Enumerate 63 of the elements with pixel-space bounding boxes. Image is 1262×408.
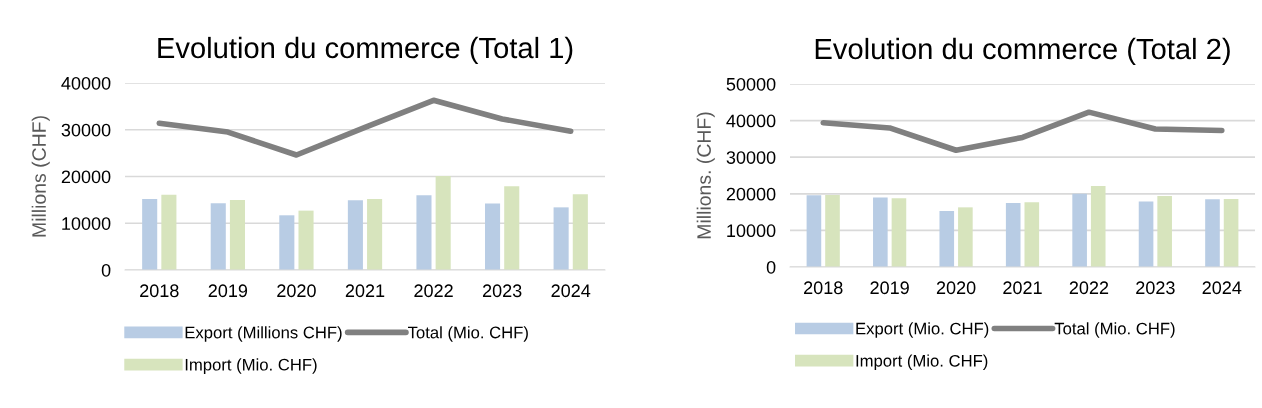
bar <box>1205 199 1220 267</box>
y-tick-label: 30000 <box>726 151 776 164</box>
y-tick-label: 0 <box>766 260 776 274</box>
bar <box>1005 202 1021 267</box>
bar <box>210 203 226 270</box>
x-tick-label: 2018 <box>804 281 843 295</box>
bar <box>825 194 840 267</box>
x-tick-label: 2018 <box>140 284 179 298</box>
legend-label: Export (Mio. CHF) <box>856 322 989 338</box>
chart-title: Evolution du commerce (Total 1) <box>158 36 573 65</box>
bar <box>161 194 177 270</box>
x-tick-label: 2023 <box>482 284 522 298</box>
y-tick-label: 50000 <box>726 77 776 91</box>
x-tick-label: 2024 <box>1202 281 1242 295</box>
bar <box>347 200 363 270</box>
bar <box>1072 193 1087 267</box>
bar <box>485 203 501 270</box>
bar <box>939 211 955 267</box>
bar <box>229 199 245 270</box>
bar <box>416 195 432 270</box>
bar <box>958 207 973 267</box>
x-tick-label: 2022 <box>1069 281 1109 295</box>
y-tick-label: 20000 <box>61 170 111 184</box>
bar <box>572 194 588 270</box>
y-tick-label: 10000 <box>62 217 111 230</box>
x-tick-label: 2019 <box>208 284 248 298</box>
x-tick-label: 2024 <box>551 284 591 298</box>
y-tick-label: 30000 <box>61 123 111 137</box>
y-tick-label: 10000 <box>727 224 776 238</box>
x-tick-label: 2022 <box>414 284 453 298</box>
legend-label: Total (Mio. CHF) <box>1054 322 1175 338</box>
bar <box>367 198 383 270</box>
y-tick-label: 20000 <box>726 187 776 201</box>
bar <box>873 197 888 267</box>
y-axis-title: Millions (CHF) <box>31 116 50 237</box>
chart-title: Evolution du commerce (Total 2) <box>815 37 1230 66</box>
y-tick-label: 0 <box>101 263 111 277</box>
bar <box>891 198 907 267</box>
bar <box>279 215 295 270</box>
x-tick-label: 2021 <box>1003 281 1042 295</box>
legend-label: Total (Mio. CHF) <box>408 326 528 342</box>
bar <box>142 198 158 270</box>
x-tick-label: 2020 <box>277 284 316 298</box>
legend-label: Import (Mio. CHF) <box>185 358 317 374</box>
x-tick-label: 2020 <box>936 281 976 295</box>
bar <box>1223 198 1239 267</box>
bar <box>806 195 822 267</box>
y-tick-label: 40000 <box>726 114 776 128</box>
bar <box>1138 201 1154 267</box>
legend-label: Import (Mio. CHF) <box>856 354 988 370</box>
y-tick-label: 40000 <box>61 76 111 90</box>
x-tick-label: 2019 <box>870 281 909 295</box>
bar <box>553 207 569 270</box>
y-axis-title: Millions. (CHF) <box>696 112 715 239</box>
legend-label: Export (Millions CHF) <box>185 326 342 342</box>
bar <box>298 210 314 270</box>
bar <box>435 176 451 270</box>
x-tick-label: 2021 <box>345 284 385 298</box>
x-tick-label: 2023 <box>1136 281 1175 295</box>
bar <box>1024 202 1040 267</box>
bar <box>1090 186 1106 267</box>
bar <box>504 186 520 270</box>
bar <box>1157 196 1172 267</box>
